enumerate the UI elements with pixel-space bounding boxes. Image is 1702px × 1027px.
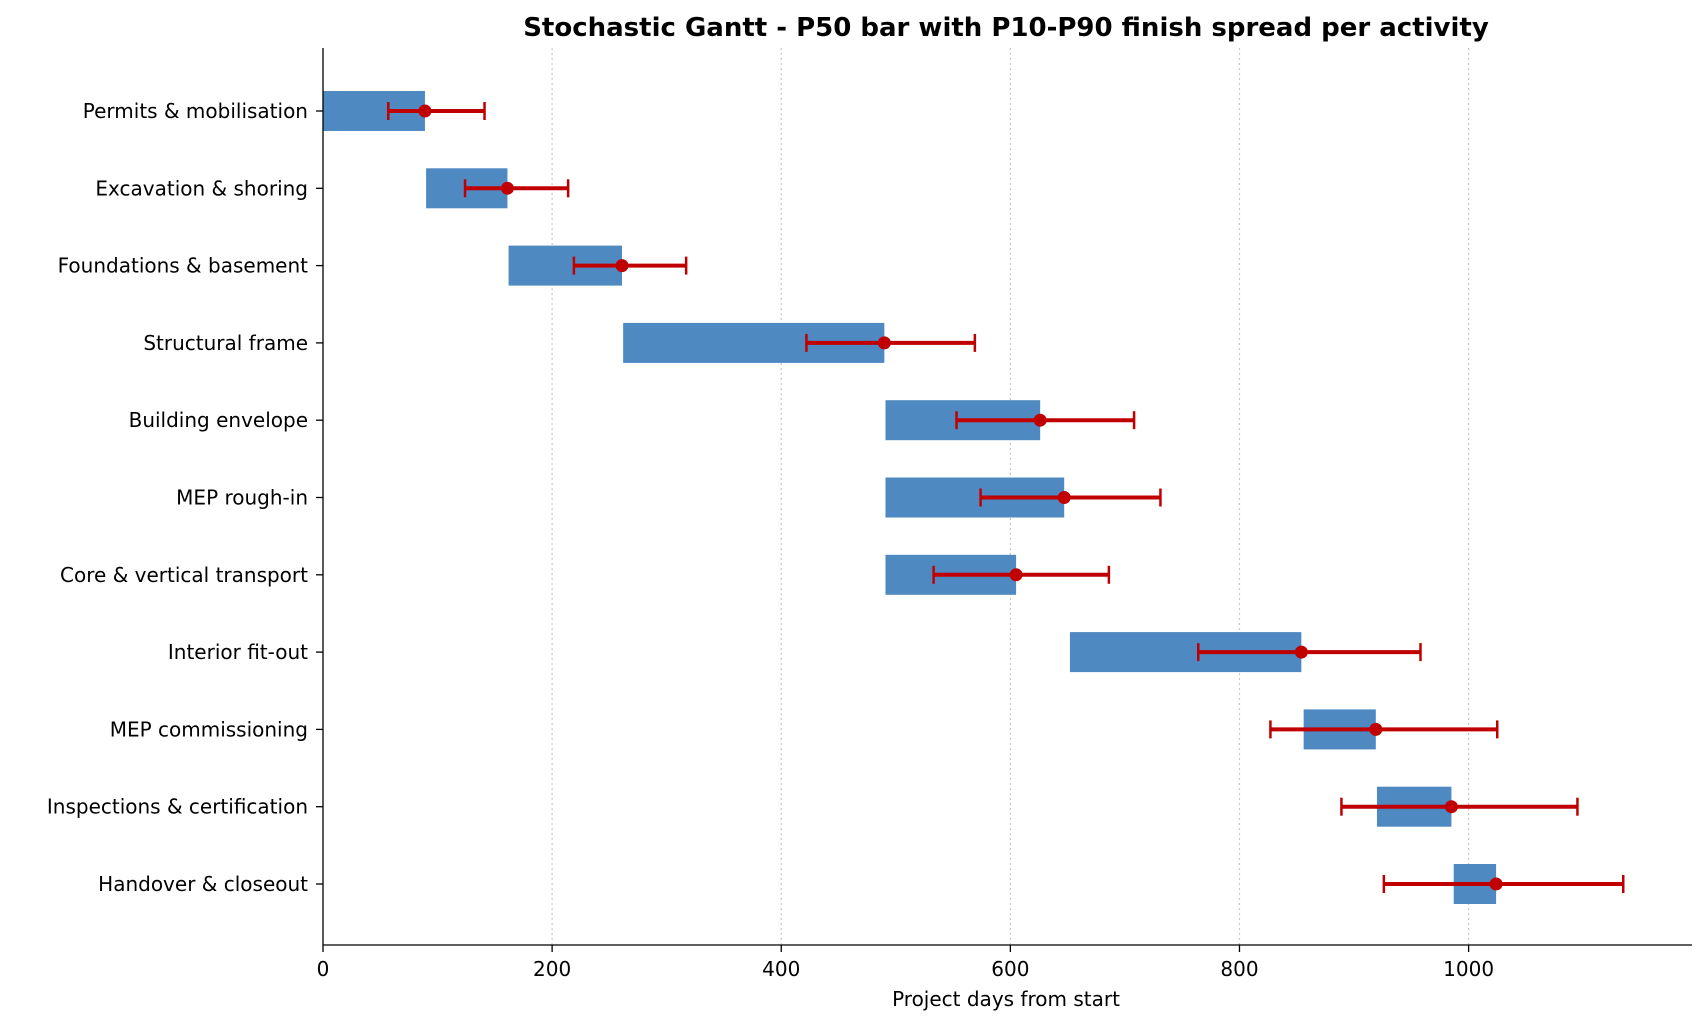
category-label: MEP rough-in <box>176 486 308 510</box>
x-tick-label: 0 <box>317 957 330 981</box>
p50-finish-marker <box>1489 877 1503 891</box>
chart-title: Stochastic Gantt - P50 bar with P10-P90 … <box>523 13 1489 43</box>
category-label: Core & vertical transport <box>60 563 308 587</box>
p50-finish-marker <box>500 181 514 195</box>
x-tick-label: 1000 <box>1443 957 1494 981</box>
category-label: Handover & closeout <box>98 872 308 896</box>
p50-finish-marker <box>1294 645 1308 659</box>
category-label: Structural frame <box>143 331 308 355</box>
category-label: Permits & mobilisation <box>83 99 308 123</box>
category-label: MEP commissioning <box>110 717 308 741</box>
p50-finish-marker <box>1057 491 1071 504</box>
activity-bars <box>323 91 1497 904</box>
p50-finish-marker <box>418 104 432 118</box>
x-tick-label: 600 <box>991 957 1029 981</box>
p50-finish-marker <box>615 259 629 273</box>
p50-finish-marker <box>1033 413 1047 427</box>
p50-finish-marker <box>1009 568 1023 582</box>
p50-finish-marker <box>1369 722 1383 736</box>
x-tick-label: 400 <box>762 957 800 981</box>
category-label: Interior fit-out <box>168 640 308 664</box>
x-tick-label: 800 <box>1220 957 1258 981</box>
category-label: Excavation & shoring <box>95 176 308 200</box>
axes: 0 200 400 600 800 1000 <box>316 48 1692 981</box>
finish-spreads <box>387 102 1625 893</box>
x-axis-label: Project days from start <box>892 987 1120 1011</box>
p50-finish-marker <box>877 336 891 350</box>
p50-finish-marker <box>1444 800 1458 814</box>
category-label: Building envelope <box>129 408 308 432</box>
x-tick-label: 200 <box>533 957 571 981</box>
category-labels: Permits & mobilisation Excavation & shori… <box>47 99 308 896</box>
category-label: Foundations & basement <box>58 254 309 278</box>
category-label: Inspections & certification <box>47 795 308 819</box>
